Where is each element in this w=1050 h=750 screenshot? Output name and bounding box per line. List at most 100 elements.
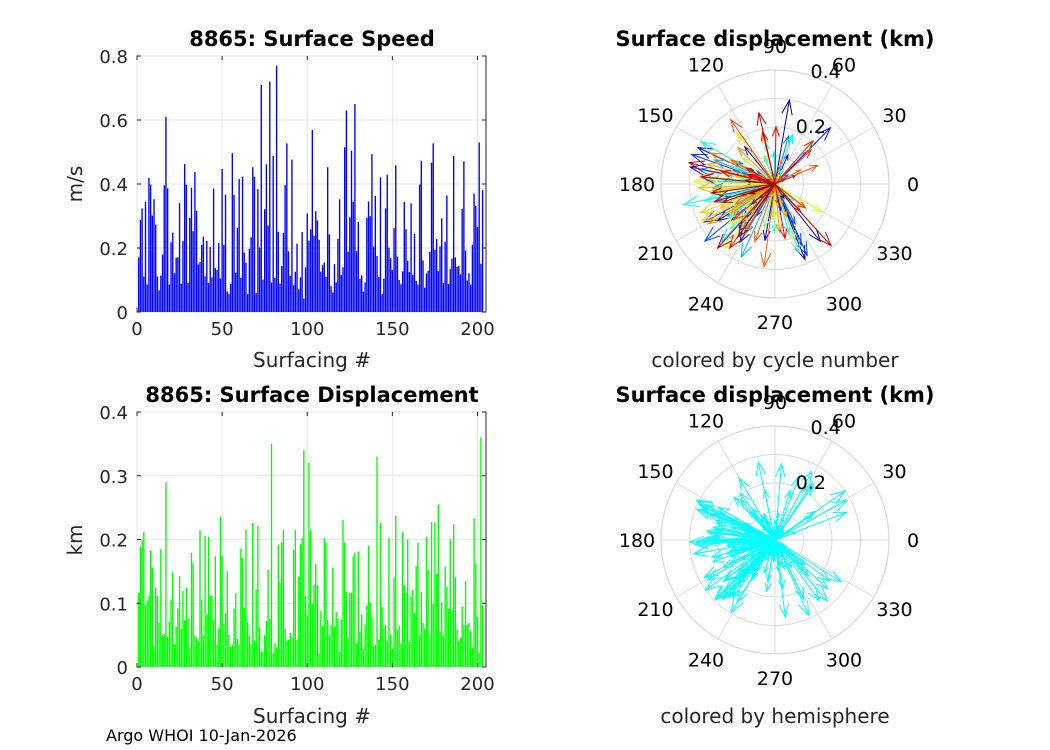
displacement-bar — [189, 647, 191, 667]
speed-bar — [434, 249, 436, 312]
speed-bar — [441, 218, 443, 312]
speed-bar — [255, 293, 257, 312]
displacement-x-tick-label: 150 — [375, 674, 409, 695]
displacement-x-axis-label: Surfacing # — [253, 704, 371, 728]
speed-x-tick-label: 0 — [131, 319, 142, 340]
speed-bar — [444, 241, 446, 312]
speed-bar — [173, 273, 176, 312]
displacement-bar — [194, 636, 196, 667]
polar-cycle-angle-label: 30 — [882, 105, 906, 127]
speed-bar — [296, 243, 298, 312]
speed-bar — [400, 284, 402, 312]
polar-cycle-arrow — [696, 182, 776, 193]
displacement-bar — [231, 644, 234, 667]
speed-bar — [221, 168, 223, 312]
displacement-y-tick-label: 0.3 — [99, 467, 128, 488]
speed-bars — [138, 65, 484, 313]
footer-credit: Argo WHOI 10-Jan-2026 — [106, 726, 297, 745]
speed-bar — [240, 277, 242, 312]
polar-hemisphere-angle-label: 90 — [763, 392, 787, 414]
displacement-bar — [258, 627, 261, 667]
displacement-bar — [173, 643, 176, 667]
polar-cycle-chart: Surface displacement (km) 0.2 0.4 0 30 60 90 1… — [615, 27, 934, 372]
speed-bar — [299, 277, 302, 312]
polar-hemisphere-arrow — [707, 513, 776, 541]
speed-bar — [156, 276, 159, 312]
polar-cycle-arrow — [713, 183, 776, 203]
speed-bar — [316, 220, 319, 312]
polar-cycle-arrow — [774, 148, 813, 185]
polar-hemisphere-arrow — [774, 539, 820, 602]
polar-cycle-arrow — [774, 183, 807, 209]
polar-hemisphere-arrow — [736, 539, 776, 604]
displacement-bar — [323, 538, 325, 667]
speed-bar — [183, 164, 186, 312]
speed-bar — [396, 256, 399, 312]
speed-bar — [325, 276, 327, 312]
speed-bar — [323, 262, 325, 312]
polar-cycle-arrow — [754, 183, 776, 244]
polar-cycle-arrow — [737, 183, 776, 239]
speed-bar — [456, 266, 458, 312]
speed-bar — [361, 275, 363, 312]
displacement-bar — [449, 539, 451, 667]
speed-bar — [376, 255, 378, 312]
displacement-bar — [228, 634, 230, 667]
speed-bar — [333, 264, 336, 312]
speed-bar — [275, 65, 278, 312]
displacement-x-tick-label: 0 — [131, 674, 142, 695]
speed-bar — [301, 232, 303, 312]
displacement-bar — [287, 639, 290, 667]
displacement-bar — [344, 542, 346, 667]
speed-bar — [349, 217, 351, 312]
polar-cycle-angle-label: 150 — [637, 105, 673, 127]
displacement-y-tick-label: 0.4 — [99, 403, 128, 424]
polar-hemisphere-arrow — [740, 539, 776, 561]
displacement-bar — [209, 595, 211, 667]
speed-y-axis-label: m/s — [63, 166, 87, 203]
polar-hemisphere-arrow — [774, 539, 829, 590]
speed-bar — [304, 267, 307, 312]
polar-cycle-arrow — [774, 183, 783, 234]
speed-bar — [151, 215, 154, 312]
displacement-bar — [371, 617, 373, 667]
speed-bar — [418, 184, 421, 312]
polar-hemisphere-arrow — [774, 529, 792, 541]
speed-bar — [303, 298, 305, 312]
displacement-bar — [417, 542, 419, 667]
polar-cycle-arrow — [709, 183, 776, 196]
displacement-bar — [349, 593, 351, 667]
speed-bar — [328, 234, 331, 312]
polar-cycle-arrow — [729, 118, 776, 185]
displacement-bar — [250, 643, 252, 667]
displacement-bar — [376, 456, 378, 667]
polar-cycle-arrow — [703, 183, 776, 203]
speed-chart-title: 8865: Surface Speed — [189, 27, 435, 51]
polar-cycle-angle-labels: 0.2 0.4 0 30 60 90 120 150 180 210 240 270 300 330 — [619, 36, 919, 334]
displacement-bar — [350, 592, 353, 667]
speed-bar — [272, 155, 274, 312]
displacement-bar — [255, 589, 257, 667]
polar-hemisphere-angle-label: 30 — [882, 461, 906, 483]
displacement-bar — [424, 628, 426, 667]
speed-bar — [354, 104, 356, 312]
polar-cycle-angle-label: 210 — [637, 243, 673, 265]
speed-bar — [282, 232, 285, 312]
speed-bar — [267, 225, 269, 312]
polar-hemisphere-arrow — [774, 475, 800, 541]
speed-bar — [379, 177, 382, 312]
speed-bar — [161, 254, 164, 312]
displacement-bar — [367, 546, 370, 667]
speed-bar — [228, 293, 230, 312]
speed-bar — [158, 290, 160, 312]
displacement-bar — [170, 600, 172, 667]
displacement-bar — [260, 652, 262, 667]
speed-bar — [306, 213, 308, 312]
displacement-bar — [139, 547, 142, 667]
polar-hemisphere-arrow — [747, 539, 776, 553]
polar-cycle-arrow — [756, 111, 776, 185]
speed-bar — [391, 269, 394, 312]
polar-hemisphere-arrow — [715, 539, 776, 601]
displacement-bar — [214, 556, 216, 667]
displacement-bar — [321, 625, 324, 667]
